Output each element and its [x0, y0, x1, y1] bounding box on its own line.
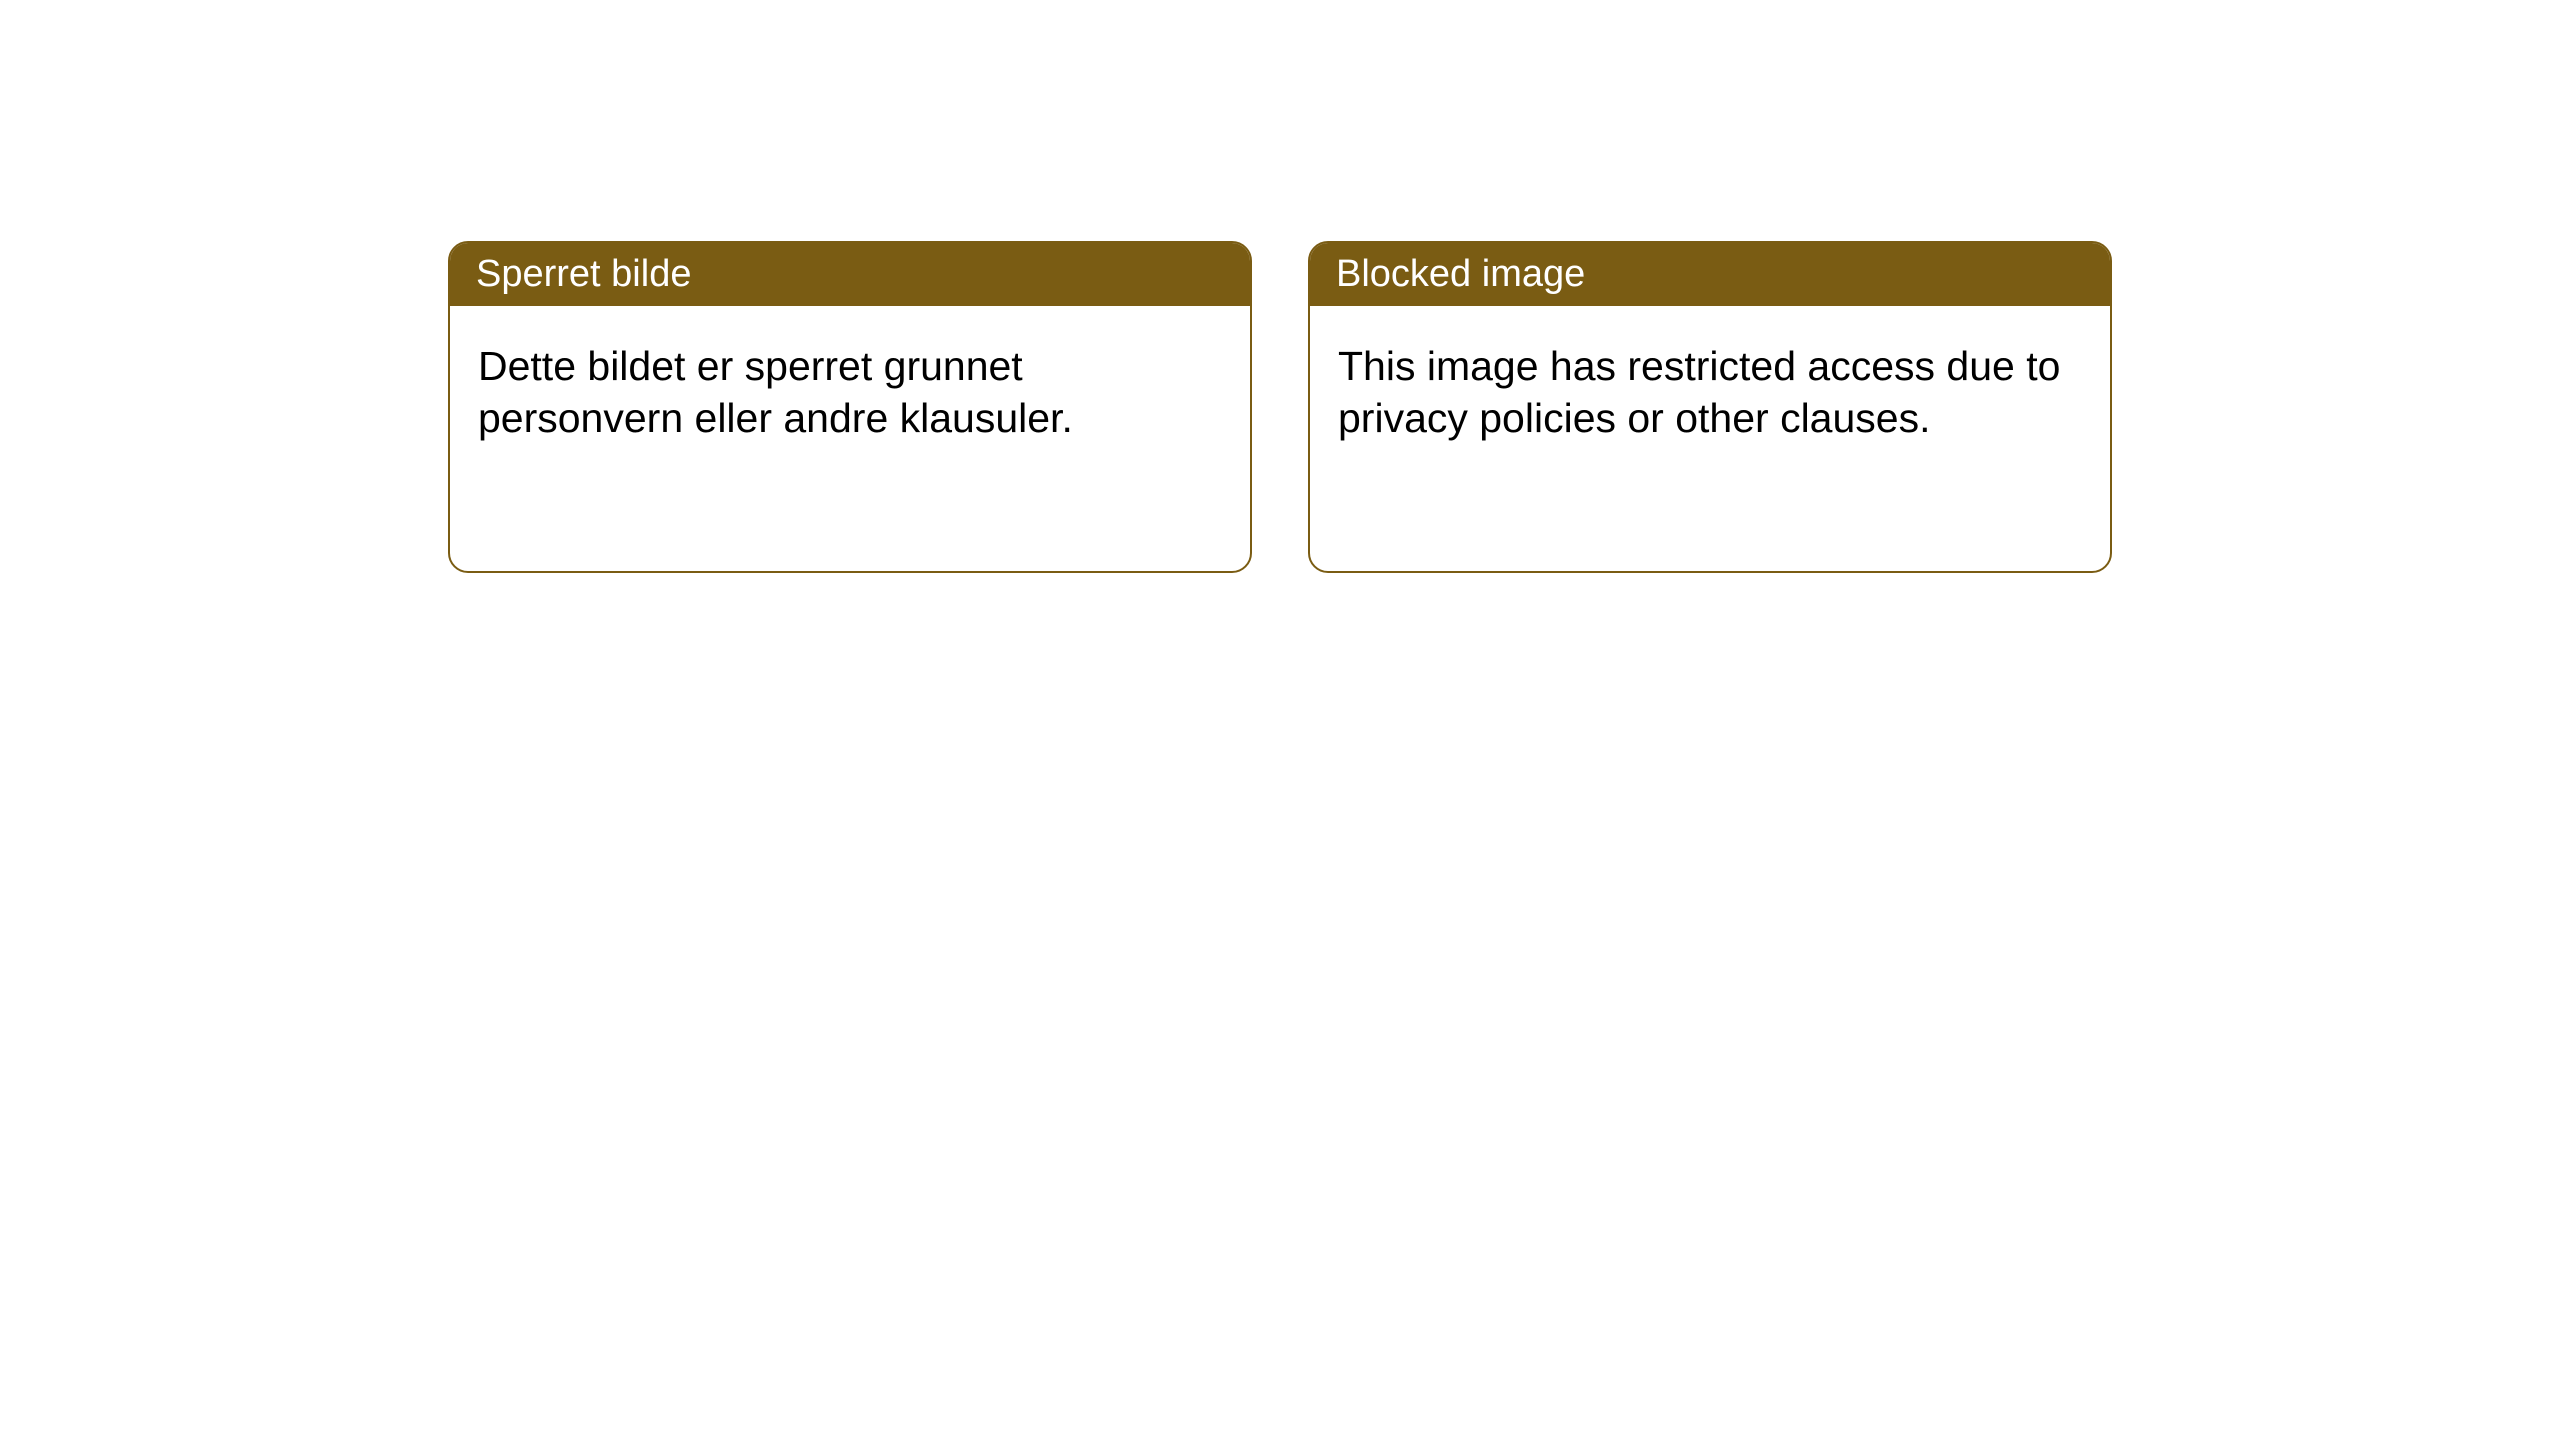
- blocked-image-card-en: Blocked image This image has restricted …: [1308, 241, 2112, 573]
- blocked-image-card-no: Sperret bilde Dette bildet er sperret gr…: [448, 241, 1252, 573]
- cards-container: Sperret bilde Dette bildet er sperret gr…: [0, 0, 2560, 573]
- card-body: This image has restricted access due to …: [1310, 306, 2110, 479]
- card-header: Sperret bilde: [450, 243, 1250, 306]
- card-body: Dette bildet er sperret grunnet personve…: [450, 306, 1250, 479]
- card-header: Blocked image: [1310, 243, 2110, 306]
